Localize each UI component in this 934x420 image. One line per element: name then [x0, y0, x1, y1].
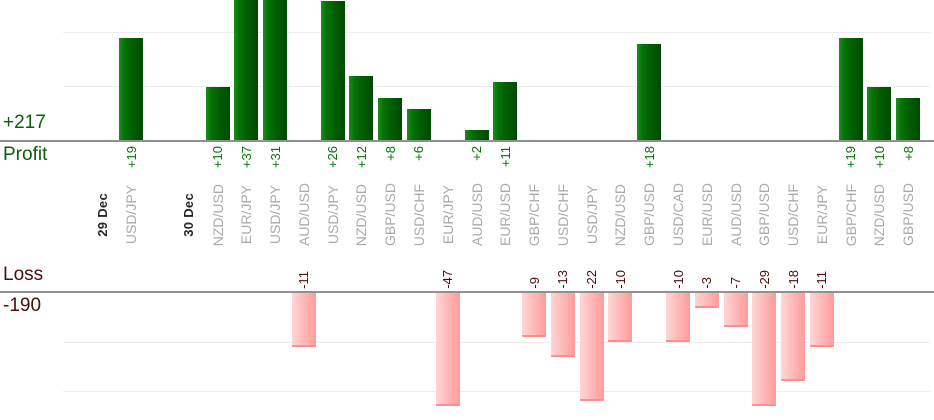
profit-total: +217: [3, 112, 46, 133]
currency-pair-label: GBP/USD: [641, 183, 658, 247]
currency-pair-label: GBP/CHF: [526, 183, 543, 247]
profit-value-label: +2: [469, 146, 485, 161]
loss-bar[interactable]: [435, 293, 460, 406]
profit-value-label: +31: [267, 146, 283, 169]
loss-value-label: -11: [296, 271, 312, 289]
loss-bar[interactable]: [291, 293, 316, 347]
profit-value-label: +10: [871, 146, 887, 169]
currency-pair-label: AUD/USD: [295, 183, 312, 247]
profit-gridline-20: [63, 32, 930, 33]
date-label: 29 Dec: [94, 193, 110, 237]
currency-pair-label: USD/JPY: [583, 185, 600, 245]
profit-value-label: +19: [123, 146, 139, 169]
loss-value-label: -11: [814, 271, 830, 289]
loss-gridline-10: [63, 342, 930, 343]
profit-axis-line: [0, 140, 934, 142]
loss-bar[interactable]: [809, 293, 834, 347]
currency-pair-label: NZD/USD: [209, 183, 226, 247]
loss-value-label: -47: [440, 270, 456, 289]
profit-section-label: Profit: [3, 144, 48, 165]
loss-bar[interactable]: [723, 293, 748, 327]
loss-bar[interactable]: [666, 293, 691, 342]
currency-pair-label: NZD/USD: [871, 183, 888, 247]
profit-value-label: +19: [843, 146, 859, 169]
profit-bar[interactable]: [896, 98, 921, 141]
loss-panel: [0, 293, 934, 406]
loss-values-row: -11 -47 -9 -13 -22 -10 -10 -3 -7 -29 -18 -11: [88, 255, 923, 289]
profit-bar[interactable]: [493, 82, 518, 141]
currency-pair-label: EUR/JPY: [439, 185, 456, 245]
loss-value-label: -29: [756, 270, 772, 289]
category-labels-row: 29 Dec USD/JPY 30 Dec NZD/USD EUR/JPY USD/JPY…: [88, 179, 923, 251]
currency-pair-label: GBP/USD: [900, 183, 917, 247]
loss-bars-row: [88, 293, 923, 406]
loss-axis-line: [0, 291, 934, 293]
profit-bar[interactable]: [838, 38, 863, 141]
profit-value-label: +11: [497, 146, 513, 168]
profit-bar[interactable]: [406, 109, 431, 141]
currency-pair-label: GBP/USD: [756, 183, 773, 247]
currency-pair-label: EUR/JPY: [238, 185, 255, 245]
currency-pair-label: USD/CHF: [554, 183, 571, 247]
currency-pair-label: GBP/USD: [382, 183, 399, 247]
currency-pair-label: AUD/USD: [468, 183, 485, 247]
currency-pair-label: USD/JPY: [324, 185, 341, 245]
loss-gridline-20: [63, 391, 930, 392]
loss-value-label: -13: [555, 270, 571, 289]
loss-value-label: -3: [699, 277, 715, 289]
currency-pair-label: EUR/USD: [698, 183, 715, 247]
currency-pair-label: USD/JPY: [267, 185, 284, 245]
profit-value-label: +26: [325, 146, 341, 169]
profit-bar[interactable]: [378, 98, 403, 141]
loss-bar[interactable]: [752, 293, 777, 406]
loss-total: -190: [3, 295, 42, 316]
date-label: 30 Dec: [181, 193, 197, 237]
profit-bar[interactable]: [349, 76, 374, 141]
loss-bar[interactable]: [694, 293, 719, 308]
profit-bar[interactable]: [205, 87, 230, 141]
loss-section-label: Loss: [3, 264, 44, 285]
profit-bar[interactable]: [320, 1, 345, 141]
loss-value-label: -7: [728, 277, 744, 289]
loss-bar[interactable]: [522, 293, 547, 337]
profit-bar[interactable]: [263, 0, 288, 141]
profit-bar[interactable]: [867, 87, 892, 141]
loss-value-label: -9: [526, 277, 542, 289]
profit-bar[interactable]: [234, 0, 259, 141]
currency-pair-label: USD/CHF: [410, 183, 427, 247]
profit-bar[interactable]: [119, 38, 144, 141]
currency-pair-label: USD/CAD: [670, 183, 687, 247]
loss-value-label: -18: [785, 270, 801, 289]
loss-value-label: -10: [612, 270, 628, 289]
profit-panel: [0, 0, 934, 141]
currency-pair-label: GBP/CHF: [842, 183, 859, 247]
profit-value-label: +8: [900, 146, 916, 161]
loss-bar[interactable]: [781, 293, 806, 381]
loss-bar[interactable]: [550, 293, 575, 357]
profit-value-label: +6: [411, 146, 427, 161]
profit-bar[interactable]: [464, 130, 489, 141]
loss-bar[interactable]: [579, 293, 604, 401]
currency-pair-label: USD/JPY: [123, 185, 140, 245]
loss-bar[interactable]: [608, 293, 633, 342]
currency-pair-label: AUD/USD: [727, 183, 744, 247]
currency-pair-label: NZD/USD: [353, 183, 370, 247]
profit-value-label: +18: [641, 146, 657, 169]
currency-pair-label: USD/CHF: [785, 183, 802, 247]
profit-bar[interactable]: [637, 44, 662, 141]
loss-value-label: -10: [670, 270, 686, 289]
currency-pair-label: EUR/USD: [497, 183, 514, 247]
profit-value-label: +37: [238, 146, 254, 169]
profit-value-label: +12: [353, 146, 369, 169]
profit-value-label: +8: [382, 146, 398, 161]
currency-pair-label: NZD/USD: [612, 183, 629, 247]
loss-value-label: -22: [584, 270, 600, 289]
profit-bars-row: [88, 0, 923, 141]
profit-value-label: +10: [210, 146, 226, 169]
currency-pair-label: EUR/JPY: [813, 185, 830, 245]
